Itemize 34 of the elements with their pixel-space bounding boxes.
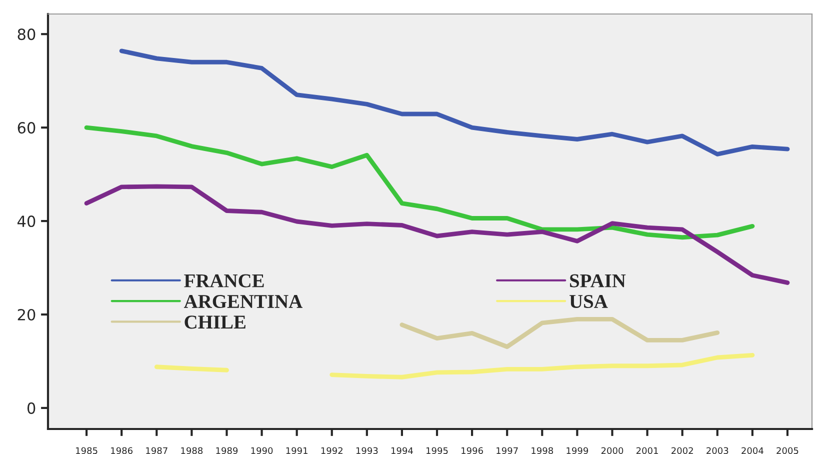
x-tick-label: 1995 [426, 447, 448, 454]
x-tick-label: 1985 [76, 447, 98, 454]
x-tick-label: 1999 [566, 447, 588, 454]
x-tick-label: 1996 [462, 447, 483, 454]
x-tick-label: 2000 [601, 447, 624, 454]
x-tick-label: 1998 [532, 447, 554, 454]
x-tick-label: 1989 [216, 447, 238, 454]
x-tick-label: 1993 [356, 447, 378, 454]
x-tick-label: 2003 [706, 447, 728, 454]
x-tick-label: 2002 [672, 447, 693, 454]
legend-label: CHILE [184, 316, 246, 329]
legend-label: USA [570, 294, 608, 308]
line-series [119, 48, 790, 156]
y-tick-label: 0 [27, 402, 36, 414]
line-series [400, 316, 720, 349]
y-tick-label: 80 [18, 28, 36, 40]
y-tick-label: 60 [18, 122, 36, 134]
x-tick-label: 1990 [251, 447, 273, 454]
x-tick-label: 1986 [111, 447, 133, 454]
x-tick-label: 1988 [181, 447, 203, 454]
x-tick-label: 1987 [146, 447, 168, 454]
x-tick-label: 2004 [742, 447, 764, 454]
x-tick-label: 1991 [286, 447, 308, 454]
y-tick-label: 40 [18, 216, 36, 228]
legend-label: SPAIN [570, 274, 626, 288]
x-tick-label: 1992 [321, 447, 342, 454]
line-series [84, 125, 755, 240]
legend-label: ARGENTINA [184, 294, 302, 308]
legend-label: FRANCE [184, 274, 264, 288]
x-tick-label: 1997 [496, 447, 518, 454]
y-tick-label: 20 [18, 308, 36, 321]
x-tick-label: 1994 [391, 447, 413, 454]
x-tick-label: 2001 [636, 447, 658, 454]
x-tick-label: 2005 [776, 447, 798, 454]
